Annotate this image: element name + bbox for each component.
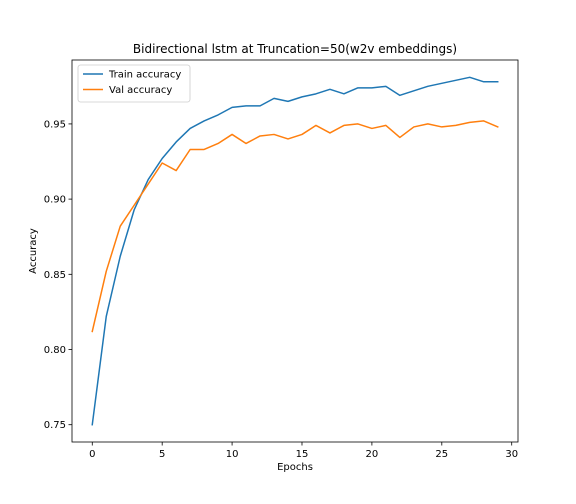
y-axis-label: Accuracy: [28, 228, 39, 274]
chart-title: Bidirectional lstm at Truncation=50(w2v …: [133, 42, 457, 56]
legend-label-2: Val accuracy: [109, 85, 172, 96]
x-tick-label: 10: [226, 449, 239, 460]
x-tick-label: 5: [159, 449, 165, 460]
legend: Train accuracy Val accuracy: [77, 64, 191, 103]
y-tick-label: 0.95: [44, 119, 66, 130]
y-tick-label: 0.80: [44, 345, 66, 356]
y-tick-label: 0.75: [44, 420, 66, 431]
y-tick-label: 0.85: [44, 270, 66, 281]
series-line-1: [91, 76, 499, 426]
legend-box: [77, 64, 191, 103]
x-tick-label: 15: [296, 449, 309, 460]
x-tick-label: 25: [435, 449, 448, 460]
axes-frame: [71, 59, 519, 443]
plot-area: 0 5 10 15 20 25 30 0.75 0.80 0.85 0.90 0.95: [44, 59, 519, 460]
series-line-2: [91, 120, 499, 333]
y-tick-label: 0.90: [44, 195, 66, 206]
x-axis-label: Epochs: [277, 462, 313, 473]
x-tick-label: 0: [89, 449, 95, 460]
legend-label-1: Train accuracy: [108, 70, 181, 81]
x-tick-label: 20: [366, 449, 379, 460]
x-tick-label: 30: [505, 449, 518, 460]
